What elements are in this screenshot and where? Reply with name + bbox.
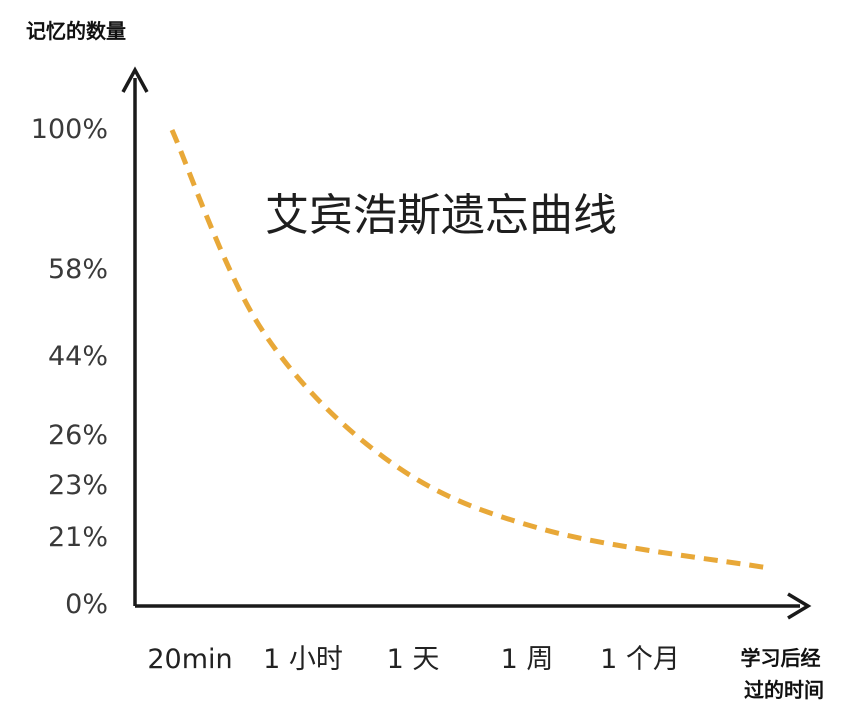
y-tick-label: 0% bbox=[65, 589, 108, 620]
y-tick-label: 58% bbox=[48, 254, 108, 285]
x-tick-label: 1 天 bbox=[387, 644, 440, 675]
x-tick-label: 1 周 bbox=[501, 644, 554, 675]
forgetting-curve-line bbox=[169, 128, 769, 571]
x-tick-label: 20min bbox=[147, 644, 232, 675]
series-layer bbox=[169, 128, 769, 571]
y-tick-label: 23% bbox=[48, 470, 108, 501]
axes bbox=[121, 66, 812, 620]
y-tick-label: 26% bbox=[48, 420, 108, 451]
x-axis-arrow bbox=[787, 592, 812, 620]
x-axis-label: 学习后经 过的时间 bbox=[741, 646, 828, 702]
x-axis-label-line-1: 学习后经 bbox=[741, 646, 821, 670]
y-tick-label: 21% bbox=[48, 522, 108, 553]
x-tick-label: 1 个月 bbox=[600, 644, 680, 675]
x-axis-label-line-2: 过的时间 bbox=[744, 678, 824, 702]
y-tick-label: 100% bbox=[31, 114, 108, 145]
y-axis-label: 记忆的数量 bbox=[26, 19, 126, 43]
y-axis-arrow bbox=[121, 66, 149, 93]
x-tick-labels: 20min 1 小时 1 天 1 周 1 个月 bbox=[147, 644, 680, 675]
y-tick-label: 44% bbox=[48, 341, 108, 372]
x-tick-label: 1 小时 bbox=[263, 644, 343, 675]
chart-title: 艾宾浩斯遗忘曲线 bbox=[265, 190, 617, 241]
y-tick-labels: 100% 58% 44% 26% 23% 21% 0% bbox=[31, 114, 108, 620]
